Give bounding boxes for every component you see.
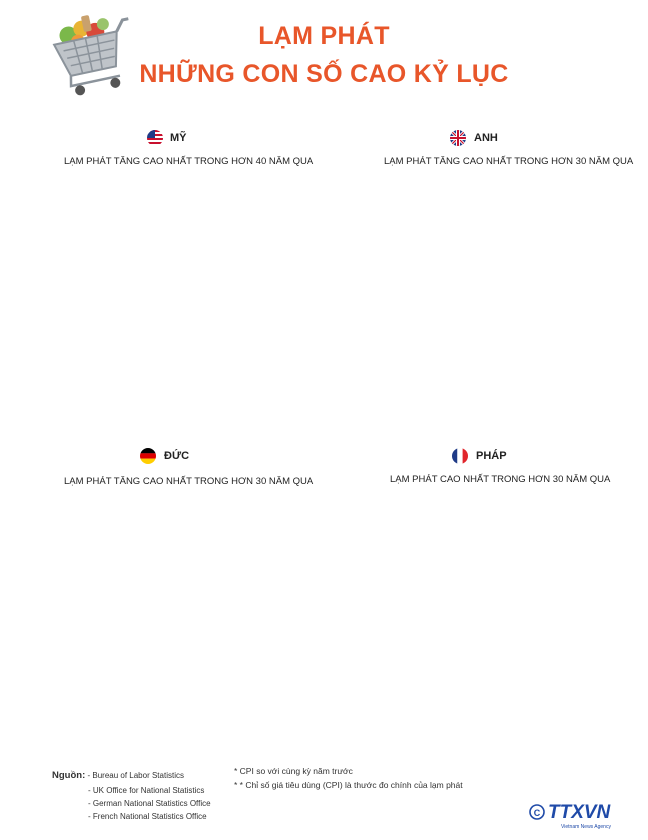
shopping-cart-illustration xyxy=(52,15,129,96)
france-flag-icon: -1% 0 1% 2% 3% 4% 5% 6% 2/1992 4/1994 6/1995 8/1996… xyxy=(452,448,468,464)
page-title-line1: LẠM PHÁT xyxy=(258,22,390,50)
chart-subtitle: LẠM PHÁT TĂNG CAO NHẤT TRONG HƠN 30 NĂM … xyxy=(384,156,634,167)
chart-subtitle: LẠM PHÁT CAO NHẤT TRONG HƠN 30 NĂM QUA xyxy=(390,474,611,485)
uk-flag-icon: -1% 0 1% 2% 3% 4% 5% 6% 7% 8% 1/1992 2/1993 3/1994 4/… xyxy=(450,130,466,146)
chart-subtitle: LẠM PHÁT TĂNG CAO NHẤT TRONG HƠN 30 NĂM … xyxy=(64,476,314,487)
footnote-1: * CPI so với cùng kỳ năm trước xyxy=(234,766,353,776)
chart-svg xyxy=(340,448,640,748)
footnote-2: * * Chỉ số giá tiêu dùng (CPI) là thước … xyxy=(234,780,463,790)
country-label: MỸ xyxy=(170,132,187,144)
country-label: ĐỨC xyxy=(164,450,190,462)
logo-subtext: Vietnam News Agency xyxy=(561,824,611,830)
footnotes: * CPI so với cùng kỳ năm trước * * Chỉ s… xyxy=(234,764,463,792)
country-label: PHÁP xyxy=(476,450,507,462)
sources-label: Nguồn: xyxy=(52,770,86,781)
chart-subtitle: LẠM PHÁT TĂNG CAO NHẤT TRONG HƠN 40 NĂM … xyxy=(64,156,314,167)
source-item: - UK Office for National Statistics xyxy=(88,786,205,795)
us-flag-icon: -2% -1% 0 1% 2% 3% 4% 5% 6% 7% 8% 9% 6/1983 12/1984 6/… xyxy=(147,130,163,146)
chart-panel-uk: -1% 0 1% 2% 3% 4% 5% 6% 7% 8% 1/1992 2/1993 3/1994 4/… xyxy=(340,130,640,430)
logo-text: TTXVN xyxy=(548,802,612,823)
chart-svg xyxy=(40,130,340,430)
chart-svg xyxy=(40,448,340,748)
chart-panel-germany: -1% 0 1% 2% 3% 4% 5% 6% 7% 8% 2/1992 3/1993 4/1994 5/… xyxy=(40,448,340,748)
country-label: ANH xyxy=(474,132,498,144)
source-item: - German National Statistics Office xyxy=(88,799,211,808)
ttxvn-logo: C TTXVN Vietnam News Agency xyxy=(529,802,612,830)
source-item: - Bureau of Labor Statistics xyxy=(87,771,184,780)
page-title-line2: NHỮNG CON SỐ CAO KỶ LỤC xyxy=(139,60,509,88)
chart-svg xyxy=(340,130,640,430)
sources-block: Nguồn: - Bureau of Labor Statistics xyxy=(52,770,184,781)
chart-panel-us: -2% -1% 0 1% 2% 3% 4% 5% 6% 7% 8% 9% 6/1983 12/1984 6/… xyxy=(40,130,340,430)
chart-panel-france: -1% 0 1% 2% 3% 4% 5% 6% 2/1992 4/1994 6/1995 8/1996… xyxy=(340,448,640,748)
svg-text:C: C xyxy=(534,808,541,818)
germany-flag-icon: -1% 0 1% 2% 3% 4% 5% 6% 7% 8% 2/1992 3/1993 4/1994 5/… xyxy=(140,448,156,464)
source-item: - French National Statistics Office xyxy=(88,812,207,821)
